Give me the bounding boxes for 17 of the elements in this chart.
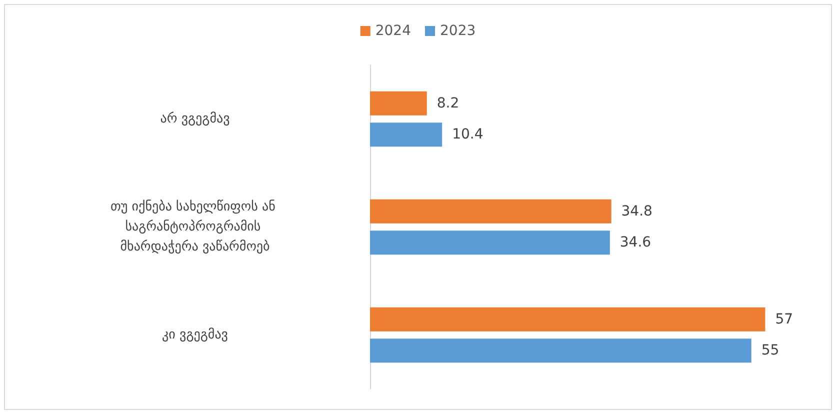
data-label: 57 — [775, 311, 794, 328]
y-tick-label: კი ვგეგმავ — [162, 328, 228, 342]
bar — [370, 122, 442, 147]
legend-label: 2023 — [440, 23, 476, 39]
y-tick-label: არ ვგეგმავ — [160, 112, 230, 126]
y-tick-label: თუ იქნება სახელწიფოს ან საგრანტოპროგრამის მხარდაჭერა ვაწარმოებ — [110, 200, 280, 254]
data-label: 34.6 — [620, 234, 652, 251]
legend-label: 2024 — [375, 23, 412, 39]
bar — [370, 199, 612, 224]
data-label: 10.4 — [452, 126, 484, 143]
data-label: 34.8 — [621, 203, 652, 220]
data-label: 55 — [761, 342, 780, 359]
bar — [370, 230, 610, 255]
bar — [370, 307, 766, 332]
bar — [370, 338, 752, 363]
bar — [370, 91, 427, 116]
data-label: 8.2 — [436, 95, 460, 112]
